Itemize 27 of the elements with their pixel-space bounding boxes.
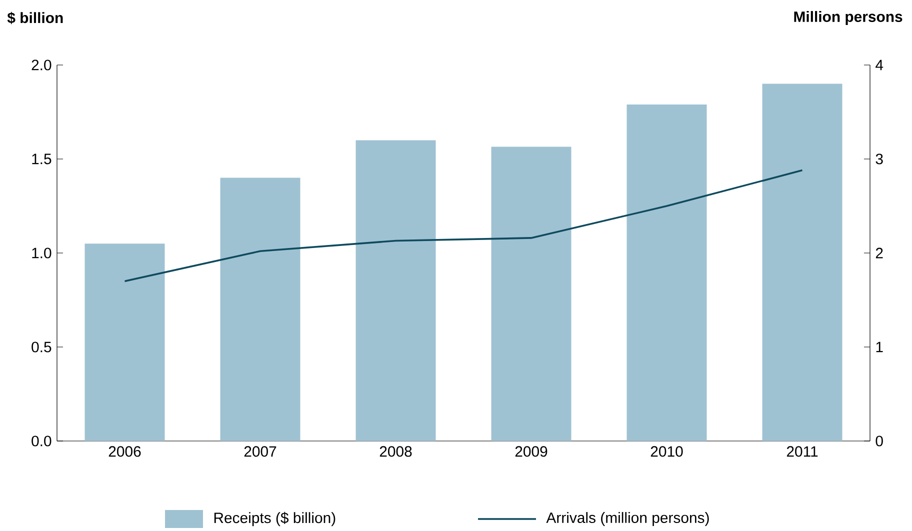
- y-tick-label: 0.5: [32, 342, 52, 352]
- y-tick-label: 0.0: [32, 436, 52, 446]
- legend-label: Receipts ($ billion): [214, 512, 336, 526]
- y2-tick-label: 0: [876, 436, 883, 446]
- bar: [762, 84, 842, 441]
- line-series: [124, 169, 804, 282]
- bar: [491, 146, 572, 441]
- bar: [220, 178, 300, 441]
- x-tick-label: 2009: [515, 446, 548, 457]
- legend-label: Arrivals (million persons): [546, 512, 709, 526]
- y2-tick-label: 1: [876, 342, 883, 352]
- y-tick-label: 1.0: [32, 248, 52, 258]
- x-tick-label: 2008: [380, 446, 412, 457]
- x-tick-label: 2007: [244, 446, 276, 457]
- y2-tick-label: 2: [876, 248, 883, 258]
- y-tick-label: 1.5: [32, 154, 52, 164]
- x-tick-label: 2011: [786, 446, 818, 457]
- bar: [356, 140, 436, 441]
- x-tick-label: 2010: [650, 446, 683, 457]
- y2-axis-title: Million persons: [794, 11, 902, 25]
- y-tick-label: 2.0: [32, 60, 52, 70]
- y2-tick-label: 3: [876, 154, 883, 164]
- x-tick-label: 2006: [108, 446, 141, 457]
- bar: [626, 104, 707, 441]
- bar: [84, 244, 165, 441]
- y2-tick-label: 4: [876, 60, 884, 70]
- y-axis-title: $ billion: [7, 12, 63, 24]
